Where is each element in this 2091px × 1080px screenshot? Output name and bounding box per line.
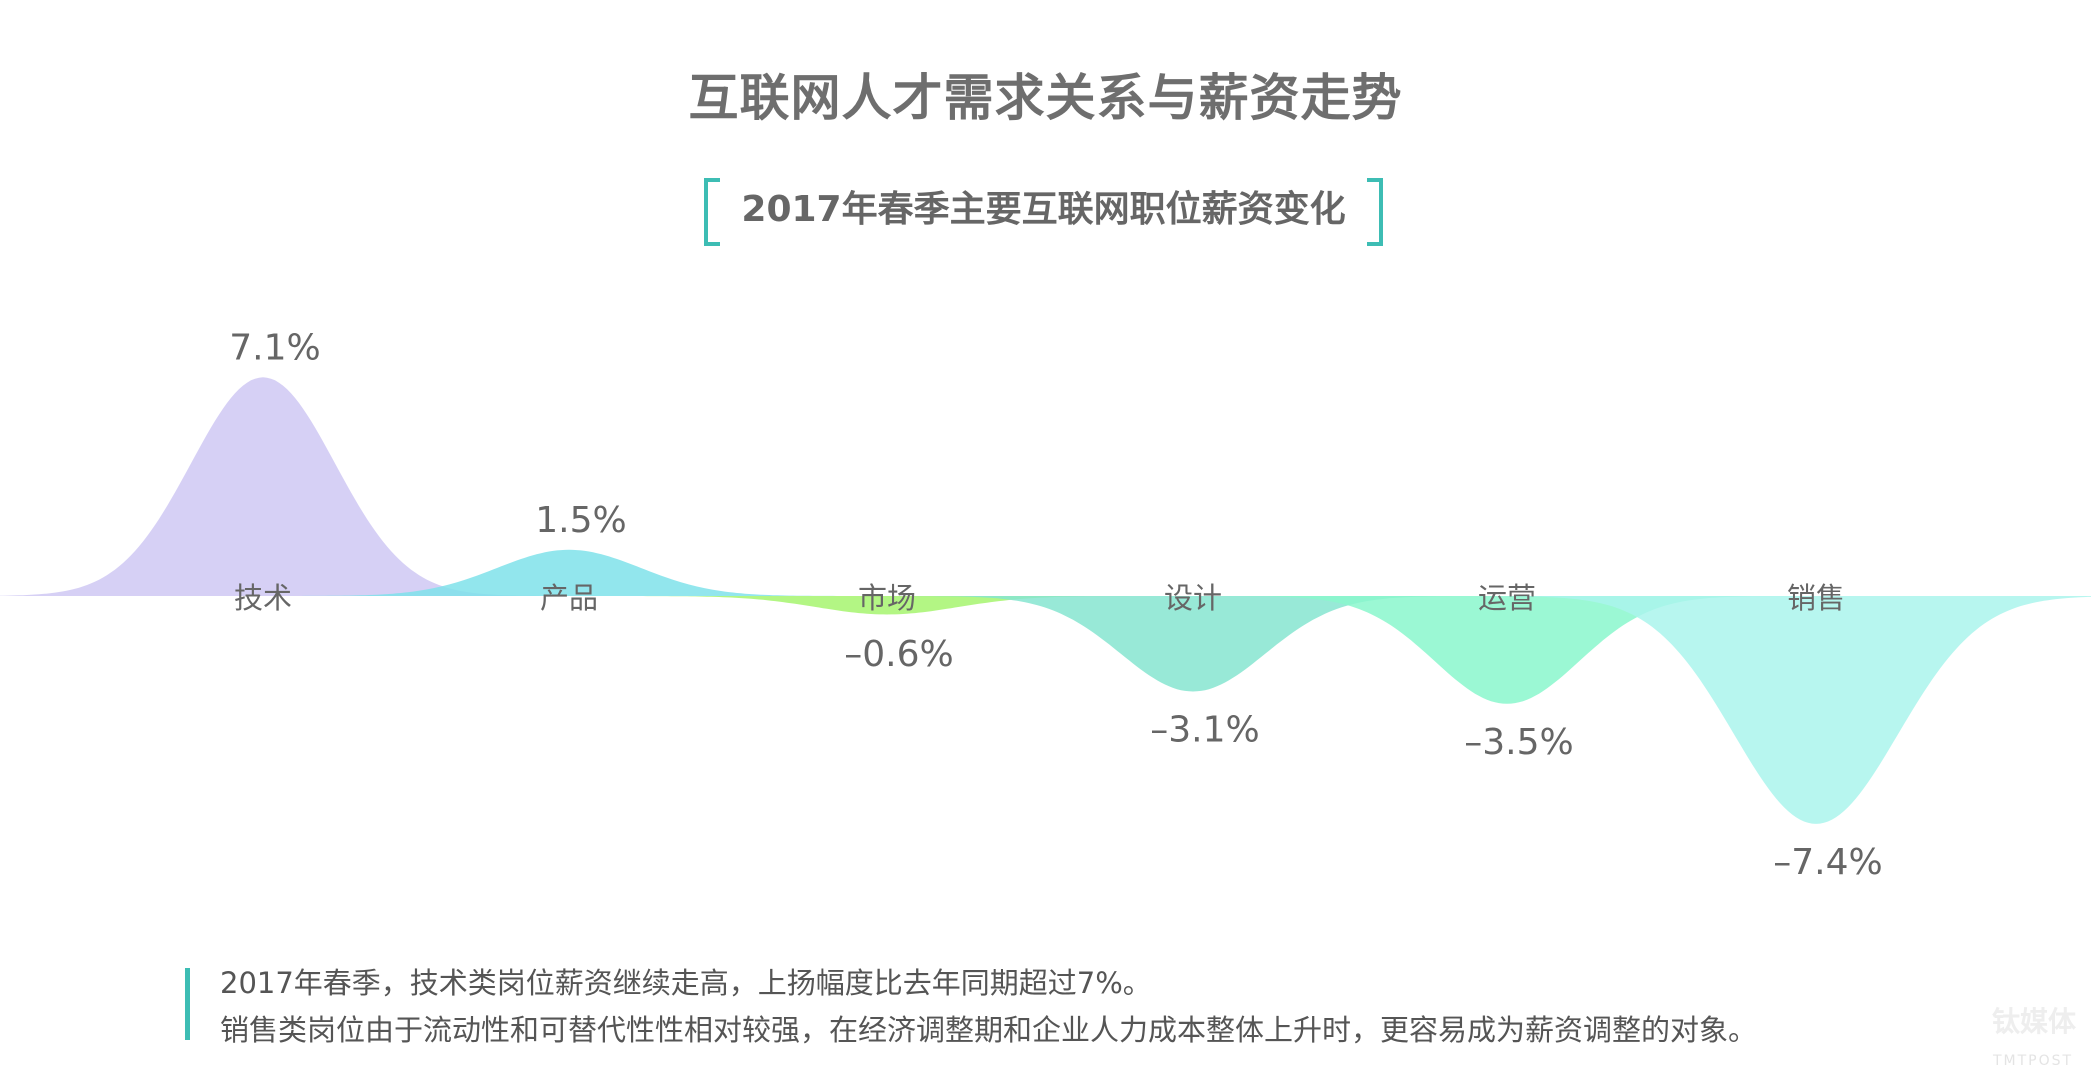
wave-4 — [1087, 596, 1927, 704]
chart-title: 2017年春季主要互联网职位薪资变化 — [741, 189, 1346, 230]
bracket-right — [1367, 178, 1383, 246]
value-label: 7.1% — [229, 327, 320, 368]
chart-title-box: 2017年春季主要互联网职位薪资变化 — [704, 178, 1383, 246]
footer-line-2: 销售类岗位由于流动性和可替代性性相对较强，在经济调整期和企业人力成本整体上升时，… — [220, 1013, 1758, 1047]
wave-0 — [0, 377, 683, 596]
wave-1 — [149, 549, 989, 596]
wave-2 — [467, 596, 1307, 615]
footer-notes: 2017年春季，技术类岗位薪资继续走高，上扬幅度比去年同期超过7%。 销售类岗位… — [220, 960, 1757, 1054]
value-label: –3.1% — [1150, 709, 1259, 750]
footer-line-1: 2017年春季，技术类岗位薪资继续走高，上扬幅度比去年同期超过7%。 — [220, 966, 1152, 1000]
wave-3 — [773, 596, 1613, 692]
value-label: –3.5% — [1464, 722, 1573, 763]
watermark-logo-en: TMTPOST — [1993, 1053, 2074, 1069]
category-label: 技术 — [234, 581, 292, 615]
category-label: 市场 — [858, 581, 916, 615]
page-title: 互联网人才需求关系与薪资走势 — [688, 69, 1403, 127]
watermark-logo: 钛媒体 — [1992, 1005, 2077, 1038]
category-label: 销售 — [1787, 581, 1845, 615]
wave-5 — [1396, 596, 2091, 824]
category-label: 运营 — [1478, 581, 1536, 615]
value-label: –0.6% — [844, 634, 953, 675]
bracket-left — [704, 178, 720, 246]
category-label: 设计 — [1164, 581, 1222, 615]
category-label: 产品 — [540, 581, 598, 615]
footer-accent-bar — [185, 968, 190, 1040]
value-label: –7.4% — [1773, 842, 1882, 883]
value-label: 1.5% — [535, 500, 626, 541]
